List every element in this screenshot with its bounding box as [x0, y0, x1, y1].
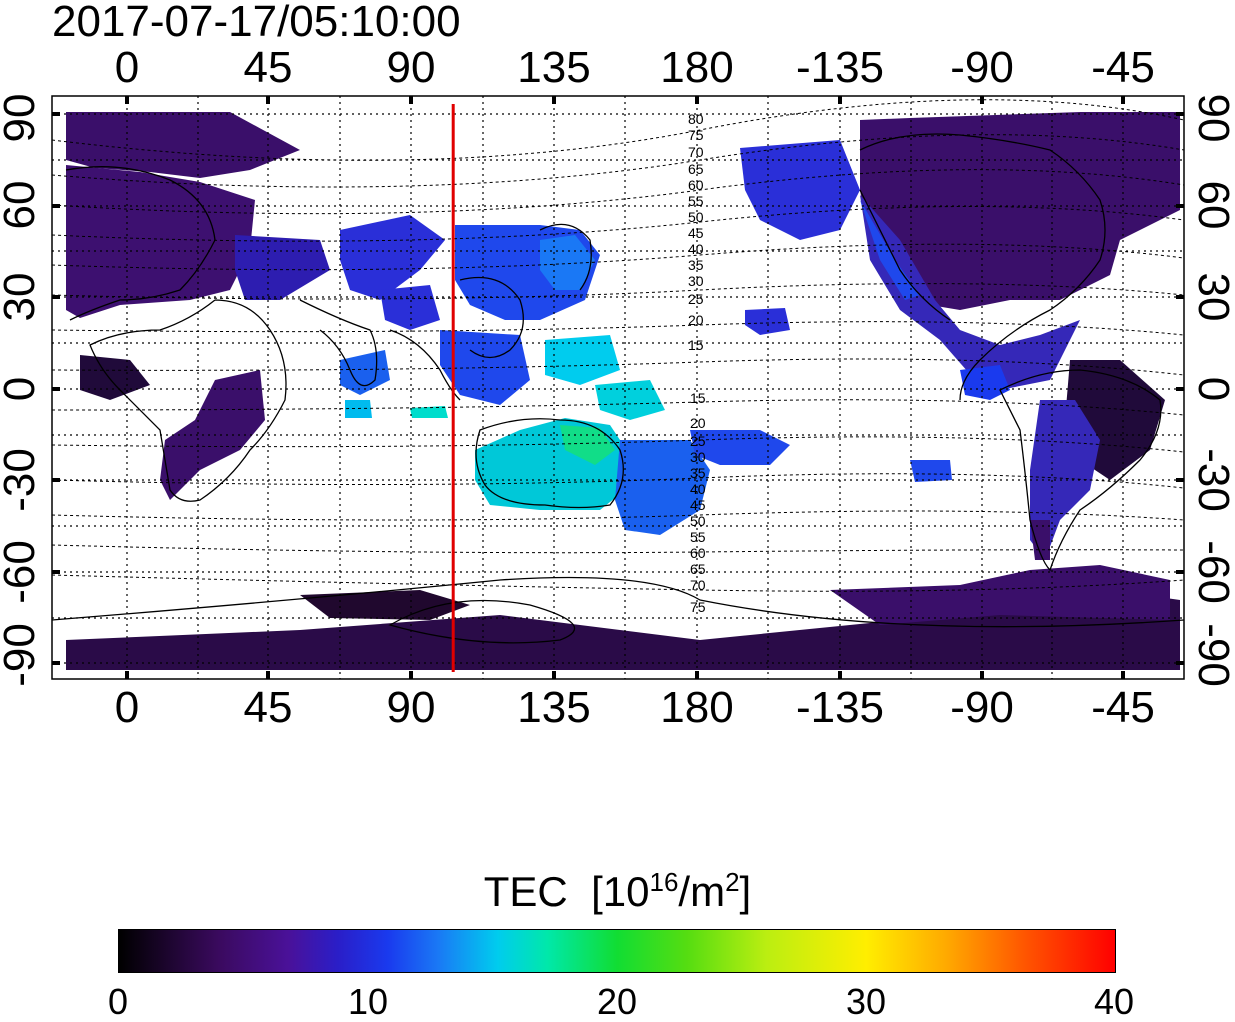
colorbar-unit-exponent: 16 [649, 867, 679, 897]
contour-label: 40 [688, 241, 704, 257]
colorbar-label: 40 [1093, 981, 1135, 1022]
map-title: 2017-07-17/05:10:00 [52, 0, 461, 46]
contour-label: 50 [690, 513, 706, 529]
grid-lines [52, 96, 1184, 679]
colorbar-unit-mid: /m [678, 868, 726, 915]
colorbar-title: TEC [1016/m2] [0, 868, 1235, 916]
tec-region [345, 400, 372, 418]
colorbar-label: 0 [107, 981, 129, 1022]
x-tick-bottom: 90 [386, 683, 436, 732]
coastlines [65, 133, 1162, 572]
tec-region [545, 335, 620, 385]
x-tick-bottom: 0 [114, 683, 140, 732]
tec-region [960, 365, 1010, 400]
colorbar-label: 30 [845, 981, 887, 1022]
tec-region [66, 590, 1180, 670]
x-tick-top: -90 [950, 43, 1014, 92]
tec-region [860, 195, 1080, 390]
contour-label: 40 [690, 481, 706, 497]
tec-region [380, 285, 440, 330]
x-tick-top: 135 [517, 43, 591, 92]
x-tick-bottom: 45 [243, 683, 293, 732]
tec-region [830, 565, 1170, 625]
x-tick-top: -45 [1091, 43, 1155, 92]
contour-label: 30 [688, 273, 704, 289]
contour-label: 75 [688, 127, 704, 143]
contour-label: 70 [690, 577, 706, 593]
contour-label: 20 [690, 415, 706, 431]
tec-region [340, 350, 390, 395]
tec-region [235, 235, 330, 300]
tec-region [910, 460, 952, 482]
colorbar-unit-exponent2: 2 [725, 867, 740, 897]
magnetic-latitude-contours [52, 99, 1184, 644]
contour-label: 55 [688, 193, 704, 209]
contour-label: 55 [690, 529, 706, 545]
tec-region [80, 355, 150, 400]
tec-region [690, 430, 790, 465]
contour-label: 35 [688, 257, 704, 273]
tec-region [300, 590, 470, 620]
x-tick-bottom: -90 [950, 683, 1014, 732]
tec-region [745, 308, 790, 335]
contour-label: 15 [688, 337, 704, 353]
colorbar-title-text: TEC [483, 868, 568, 915]
contour-label: 20 [688, 312, 704, 328]
contour-labels-north: 80 75 70 65 60 55 50 45 40 35 30 25 20 1… [688, 111, 704, 353]
contour-label: 45 [690, 497, 706, 513]
contour-label: 35 [690, 465, 706, 481]
tec-region [66, 112, 300, 178]
contour-label: 65 [690, 561, 706, 577]
tec-region [560, 425, 615, 465]
tec-region [615, 440, 710, 535]
x-tick-bottom: -135 [795, 683, 885, 732]
x-tick-top: -135 [795, 43, 885, 92]
tec-colorbar [118, 929, 1116, 973]
colorbar-label: 10 [347, 981, 389, 1022]
x-tick-bottom: 180 [660, 683, 734, 732]
colorbar-label: 20 [596, 981, 638, 1022]
contour-label: 50 [688, 209, 704, 225]
tec-data-layer [66, 112, 1180, 670]
contour-labels-south: 15 20 25 30 35 40 45 50 55 60 65 70 75 [690, 390, 706, 615]
contour-label: 60 [688, 177, 704, 193]
tec-region [860, 200, 920, 300]
colorbar-unit-prefix: [10 [591, 868, 650, 915]
tec-region [595, 380, 665, 420]
tec-region [410, 406, 448, 418]
contour-label: 25 [688, 291, 704, 307]
x-tick-top: 0 [114, 43, 140, 92]
contour-label: 80 [688, 111, 704, 127]
x-tick-top: 45 [243, 43, 293, 92]
frame-ticks [52, 96, 1184, 679]
x-tick-top: 90 [386, 43, 436, 92]
contour-label: 60 [690, 545, 706, 561]
contour-label: 25 [690, 433, 706, 449]
contour-label: 65 [688, 161, 704, 177]
colorbar-unit-suffix: ] [739, 868, 752, 915]
tec-region [66, 165, 255, 318]
tec-region [160, 370, 265, 500]
contour-label: 45 [688, 225, 704, 241]
contour-label: 75 [690, 599, 706, 615]
tec-region [740, 140, 860, 240]
contour-label: 70 [688, 144, 704, 160]
tec-map: 80 75 70 65 60 55 50 45 40 35 30 25 20 1… [51, 95, 1185, 680]
contour-label: 30 [690, 449, 706, 465]
x-tick-bottom: -45 [1091, 683, 1155, 732]
tec-region [340, 215, 445, 300]
x-tick-top: 180 [660, 43, 734, 92]
x-tick-bottom: 135 [517, 683, 591, 732]
contour-label: 15 [690, 390, 706, 406]
